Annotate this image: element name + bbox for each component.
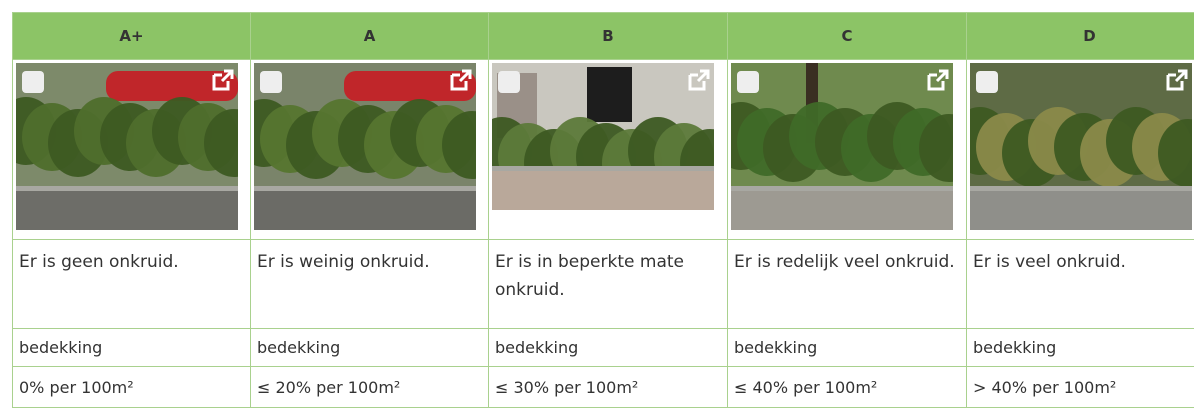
pavement xyxy=(16,188,238,230)
coverage-label: bedekking xyxy=(489,329,728,367)
description-row: Er is geen onkruid.Er is weinig onkruid.… xyxy=(13,240,1194,329)
photo xyxy=(970,63,1192,230)
image-cell xyxy=(251,60,489,240)
checkbox[interactable] xyxy=(22,71,44,93)
coverage-value: ≤ 40% per 100m² xyxy=(728,367,967,408)
curb xyxy=(731,186,953,191)
coverage-label: bedekking xyxy=(967,329,1194,367)
pavement xyxy=(731,188,953,230)
value-row: 0% per 100m²≤ 20% per 100m²≤ 30% per 100… xyxy=(13,367,1194,408)
photo xyxy=(731,63,953,230)
photo xyxy=(16,63,238,230)
pavement xyxy=(970,188,1192,230)
coverage-value: ≤ 20% per 100m² xyxy=(251,367,489,408)
image-row xyxy=(13,60,1194,240)
coverage-label: bedekking xyxy=(251,329,489,367)
curb xyxy=(970,186,1192,191)
pavement xyxy=(254,188,476,230)
checkbox[interactable] xyxy=(976,71,998,93)
curb xyxy=(16,186,238,191)
image-cell xyxy=(728,60,967,240)
column-header: A+ xyxy=(13,13,251,60)
description: Er is veel onkruid. xyxy=(967,240,1194,329)
curb xyxy=(492,166,714,171)
checkbox[interactable] xyxy=(260,71,282,93)
photo xyxy=(254,63,476,230)
column-header: C xyxy=(728,13,967,60)
image-cell xyxy=(489,60,728,240)
bin xyxy=(587,67,632,122)
checkbox[interactable] xyxy=(737,71,759,93)
column-header: A xyxy=(251,13,489,60)
image-cell xyxy=(13,60,251,240)
coverage-value: ≤ 30% per 100m² xyxy=(489,367,728,408)
coverage-label: bedekking xyxy=(13,329,251,367)
coverage-value: > 40% per 100m² xyxy=(967,367,1194,408)
description: Er is weinig onkruid. xyxy=(251,240,489,329)
checkbox[interactable] xyxy=(498,71,520,93)
column-header: B xyxy=(489,13,728,60)
curb xyxy=(254,186,476,191)
description: Er is redelijk veel onkruid. xyxy=(728,240,967,329)
coverage-label: bedekking xyxy=(728,329,967,367)
description: Er is geen onkruid. xyxy=(13,240,251,329)
coverage-value: 0% per 100m² xyxy=(13,367,251,408)
photo xyxy=(492,63,714,210)
description: Er is in beperkte mate onkruid. xyxy=(489,240,728,329)
column-header: D xyxy=(967,13,1194,60)
image-cell xyxy=(967,60,1194,240)
pavement xyxy=(492,168,714,210)
